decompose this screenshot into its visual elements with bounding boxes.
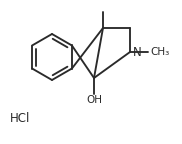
Text: HCl: HCl xyxy=(10,111,30,125)
Text: OH: OH xyxy=(86,95,102,105)
Text: CH₃: CH₃ xyxy=(150,47,169,57)
Text: N: N xyxy=(132,46,141,58)
